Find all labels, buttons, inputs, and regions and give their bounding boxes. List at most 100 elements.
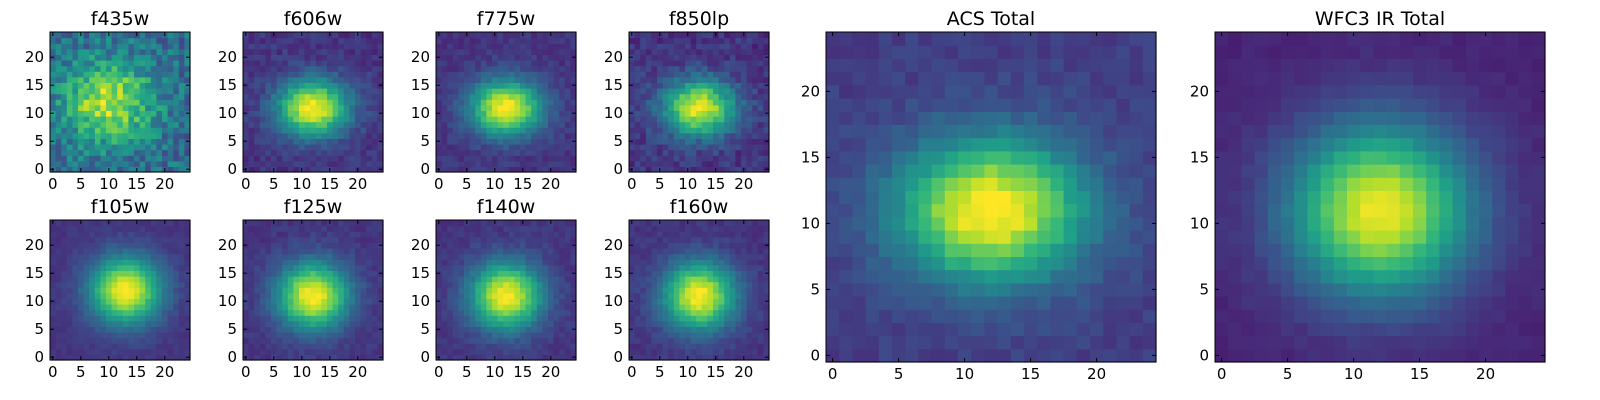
heatmap-cell — [371, 337, 378, 344]
heatmap-cell — [243, 104, 250, 111]
heatmap-cell — [377, 315, 384, 322]
heatmap-cell — [173, 281, 180, 288]
heatmap-cell — [184, 65, 191, 72]
heatmap-cell — [752, 82, 759, 89]
heatmap-cell — [497, 60, 504, 67]
heatmap-cell — [458, 121, 465, 128]
heatmap-cell — [243, 248, 250, 255]
heatmap-cell — [525, 149, 532, 156]
heatmap-cell — [167, 343, 174, 350]
heatmap-cell — [564, 242, 571, 249]
heatmap-cell — [100, 104, 107, 111]
heatmap-cell — [162, 144, 169, 151]
heatmap-cell — [178, 298, 185, 305]
heatmap-cell — [72, 54, 79, 61]
heatmap-cell — [243, 304, 250, 311]
heatmap-cell — [486, 287, 493, 294]
heatmap-cell — [178, 343, 185, 350]
heatmap-cell — [184, 264, 191, 271]
heatmap-cell — [724, 138, 731, 145]
heatmap-cell — [480, 82, 487, 89]
heatmap-cell — [134, 304, 141, 311]
heatmap-cell — [508, 76, 515, 83]
heatmap-cell — [634, 138, 641, 145]
heatmap-cell — [310, 65, 317, 72]
heatmap-cell — [492, 276, 499, 283]
heatmap-cell — [486, 253, 493, 260]
heatmap-cell — [651, 149, 658, 156]
heatmap-cell — [553, 37, 560, 44]
heatmap-cell — [327, 60, 334, 67]
heatmap-cell — [503, 332, 510, 339]
heatmap-cell — [497, 132, 504, 139]
heatmap-cell — [72, 93, 79, 100]
heatmap-cell — [139, 99, 146, 106]
heatmap-cell — [752, 127, 759, 134]
heatmap-cell — [629, 276, 636, 283]
heatmap-cell — [531, 315, 538, 322]
heatmap-cell — [349, 104, 356, 111]
heatmap-cell — [184, 309, 191, 316]
heatmap-cell — [145, 99, 152, 106]
heatmap-cell — [271, 332, 278, 339]
heatmap-cell — [679, 82, 686, 89]
heatmap-cell — [763, 332, 770, 339]
x-tick-label: 5 — [462, 175, 472, 193]
heatmap-cell — [327, 292, 334, 299]
heatmap-cell — [746, 332, 753, 339]
heatmap-cell — [349, 304, 356, 311]
heatmap-cell — [564, 281, 571, 288]
heatmap-cell — [503, 248, 510, 255]
heatmap-cell — [503, 166, 510, 173]
heatmap-cell — [486, 32, 493, 39]
heatmap-cell — [458, 354, 465, 361]
heatmap-cell — [145, 343, 152, 350]
heatmap-cell — [752, 304, 759, 311]
heatmap-cell — [304, 116, 311, 123]
heatmap-cell — [559, 242, 566, 249]
heatmap-cell — [553, 132, 560, 139]
heatmap-cell — [436, 60, 443, 67]
heatmap-cell — [713, 76, 720, 83]
heatmap-cell — [265, 242, 272, 249]
heatmap-cell — [128, 88, 135, 95]
heatmap-cell — [276, 225, 283, 232]
heatmap-cell — [321, 225, 328, 232]
heatmap-cell — [287, 160, 294, 167]
axes-frame — [49, 31, 191, 173]
heatmap-cell — [735, 276, 742, 283]
heatmap-cell — [248, 337, 255, 344]
heatmap-cell — [276, 160, 283, 167]
heatmap-cell — [78, 298, 85, 305]
heatmap-cell — [265, 127, 272, 134]
heatmap-cell — [360, 320, 367, 327]
heatmap-cell — [111, 93, 118, 100]
heatmap-cell — [735, 309, 742, 316]
heatmap-cell — [248, 132, 255, 139]
heatmap-cell — [763, 309, 770, 316]
heatmap-cell — [355, 160, 362, 167]
heatmap-cell — [503, 270, 510, 277]
heatmap-cell — [61, 292, 68, 299]
heatmap-cell — [735, 287, 742, 294]
heatmap-cell — [248, 326, 255, 333]
heatmap-cell — [497, 166, 504, 173]
heatmap-cell — [150, 76, 157, 83]
heatmap-cell — [542, 298, 549, 305]
heatmap-cell — [475, 304, 482, 311]
heatmap-cell — [480, 76, 487, 83]
heatmap-cell — [265, 220, 272, 227]
heatmap-cell — [282, 236, 289, 243]
heatmap-cell — [321, 116, 328, 123]
heatmap-cell — [707, 104, 714, 111]
heatmap-cell — [327, 332, 334, 339]
heatmap-cell — [668, 37, 675, 44]
heatmap-cell — [106, 71, 113, 78]
heatmap-cell — [134, 276, 141, 283]
heatmap-cell — [464, 99, 471, 106]
heatmap-cell — [746, 76, 753, 83]
heatmap-cell — [265, 48, 272, 55]
heatmap-cell — [83, 343, 90, 350]
heatmap-cell — [173, 343, 180, 350]
heatmap-cell — [78, 287, 85, 294]
